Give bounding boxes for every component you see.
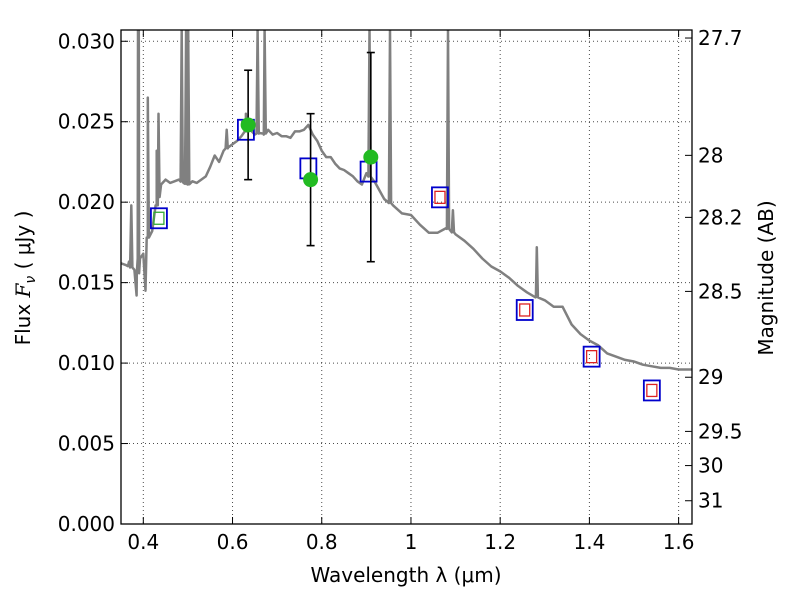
model-photometry-box-0 [150, 207, 168, 230]
x-tick-label-3: 1 [405, 530, 418, 554]
model-photometry-box-7 [642, 379, 661, 402]
predicted-photometry-box-5 [519, 303, 531, 317]
model-photometry-box-5 [515, 299, 534, 321]
y-axis-label: Flux Fν ( μJy ) [11, 211, 39, 346]
y-label-subscript: ν [23, 276, 39, 284]
y2-tick-label-0: 27.7 [698, 26, 743, 50]
y-tick-label-4: 0.020 [58, 190, 115, 214]
x-tick-label-0: 0.4 [127, 530, 159, 554]
y-tick-label-6: 0.030 [58, 29, 115, 53]
y2-tick-label-6: 30 [698, 454, 723, 478]
y2-tick-label-3: 28.5 [698, 279, 743, 303]
y-tick-label-3: 0.015 [58, 271, 115, 295]
tick-labels: 0.4 0.6 0.8 1 1.2 1.4 1.6 0.000 0.005 0.010 0.015 0… [58, 26, 743, 554]
plot-frame [120, 29, 693, 525]
y-tick-label-2: 0.010 [58, 351, 115, 375]
y2-tick-label-2: 28.2 [698, 205, 743, 229]
grid-lines [121, 30, 692, 525]
predicted-photometry-box-6 [585, 350, 598, 364]
axes [120, 29, 693, 525]
y2-tick-label-4: 29 [698, 365, 723, 389]
x-tick-label-4: 1.2 [484, 530, 516, 554]
y-label-prefix: Flux [11, 297, 35, 345]
y-tick-label-5: 0.025 [58, 110, 115, 134]
observed-point-1 [303, 172, 319, 188]
model-spectrum-line [121, 30, 692, 371]
x-tick-label-1: 0.6 [217, 530, 249, 554]
predicted-photometry-box-4 [434, 190, 446, 204]
observed-point-2 [363, 149, 379, 165]
y2-tick-label-7: 31 [698, 489, 723, 513]
y2-axis-label: Magnitude (AB) [754, 200, 778, 355]
model-photometry-box-6 [582, 345, 601, 368]
x-axis-label: Wavelength λ (μm) [310, 563, 501, 587]
x-tick-label-5: 1.4 [573, 530, 605, 554]
observed-point-0 [240, 117, 256, 133]
y-tick-label-1: 0.005 [58, 432, 115, 456]
photometry-layer [150, 51, 661, 402]
predicted-photometry-box-7 [646, 383, 658, 398]
x-tick-label-6: 1.6 [663, 530, 695, 554]
y-label-suffix: ( μJy ) [11, 211, 35, 276]
y-tick-label-0: 0.000 [58, 512, 115, 536]
y-label-symbol: F [11, 282, 35, 298]
y-axis-label-text: Flux Fν ( μJy ) [11, 211, 39, 346]
y2-tick-label-1: 28 [698, 143, 723, 167]
model-photometry-box-4 [431, 186, 449, 209]
model-spectrum-layer [121, 30, 692, 371]
y2-tick-label-5: 29.5 [698, 419, 743, 443]
predicted-photometry-box-0 [153, 211, 165, 225]
x-tick-label-2: 0.8 [306, 530, 338, 554]
